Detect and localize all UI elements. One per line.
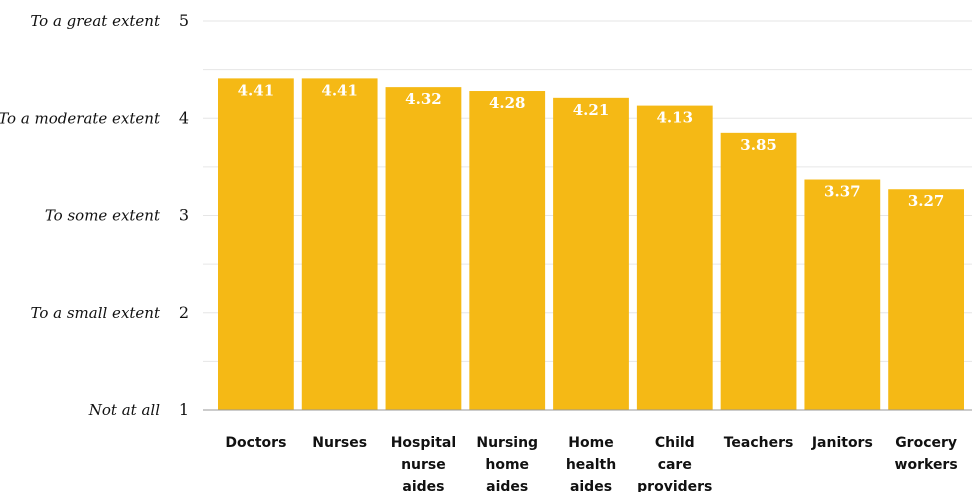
y-tick-value: 3 xyxy=(179,206,189,225)
data-label: 4.41 xyxy=(321,81,358,99)
data-label: 4.21 xyxy=(573,101,610,119)
bar xyxy=(720,132,797,410)
data-label: 4.13 xyxy=(657,109,694,127)
y-tick-value: 1 xyxy=(179,400,189,419)
y-tick-value: 2 xyxy=(179,303,189,322)
data-label: 4.32 xyxy=(405,90,442,108)
x-tick-label: Nurses xyxy=(312,435,367,451)
x-tick-label: Child care providers xyxy=(637,435,712,492)
x-tick-label: Grocery workers xyxy=(895,435,958,473)
bar xyxy=(636,105,713,411)
y-tick-label: To some extent xyxy=(45,207,161,225)
bars: 4.41 4.41 4.32 4.28 4.21 4.13 3.85 3.37 3.27 xyxy=(218,78,964,411)
bar xyxy=(218,78,294,410)
bar xyxy=(553,97,629,410)
bar xyxy=(888,189,964,410)
y-tick-label: Not at all xyxy=(88,401,160,419)
data-label: 4.41 xyxy=(238,81,275,99)
y-tick-value: 5 xyxy=(179,11,189,30)
y-tick-label: To a moderate extent xyxy=(0,109,161,127)
x-tick-label: Doctors xyxy=(225,435,286,451)
y-tick-value: 4 xyxy=(179,108,189,127)
x-tick-label: Teachers xyxy=(724,435,794,451)
bar xyxy=(301,78,378,410)
bar xyxy=(385,87,462,410)
x-tick-label: Hospital nurse aides xyxy=(391,435,456,492)
data-label: 4.28 xyxy=(489,94,526,112)
y-tick-label: To a great extent xyxy=(30,12,161,30)
bar xyxy=(469,91,546,411)
data-label: 3.37 xyxy=(824,183,861,201)
data-label: 3.85 xyxy=(740,136,777,154)
x-tick-label: Janitors xyxy=(811,435,873,451)
data-label: 3.27 xyxy=(908,192,945,210)
x-tick-label: Nursing home aides xyxy=(476,435,538,492)
x-axis-ticks: Doctors Nurses Hospital nurse aides Nursing ho… xyxy=(225,435,957,492)
y-tick-label: To a small extent xyxy=(30,304,160,322)
y-axis-ticks: To a great extent 5 To a moderate extent 4 T… xyxy=(0,11,189,419)
x-tick-label: Home health aides xyxy=(566,435,616,492)
bar xyxy=(804,179,881,410)
